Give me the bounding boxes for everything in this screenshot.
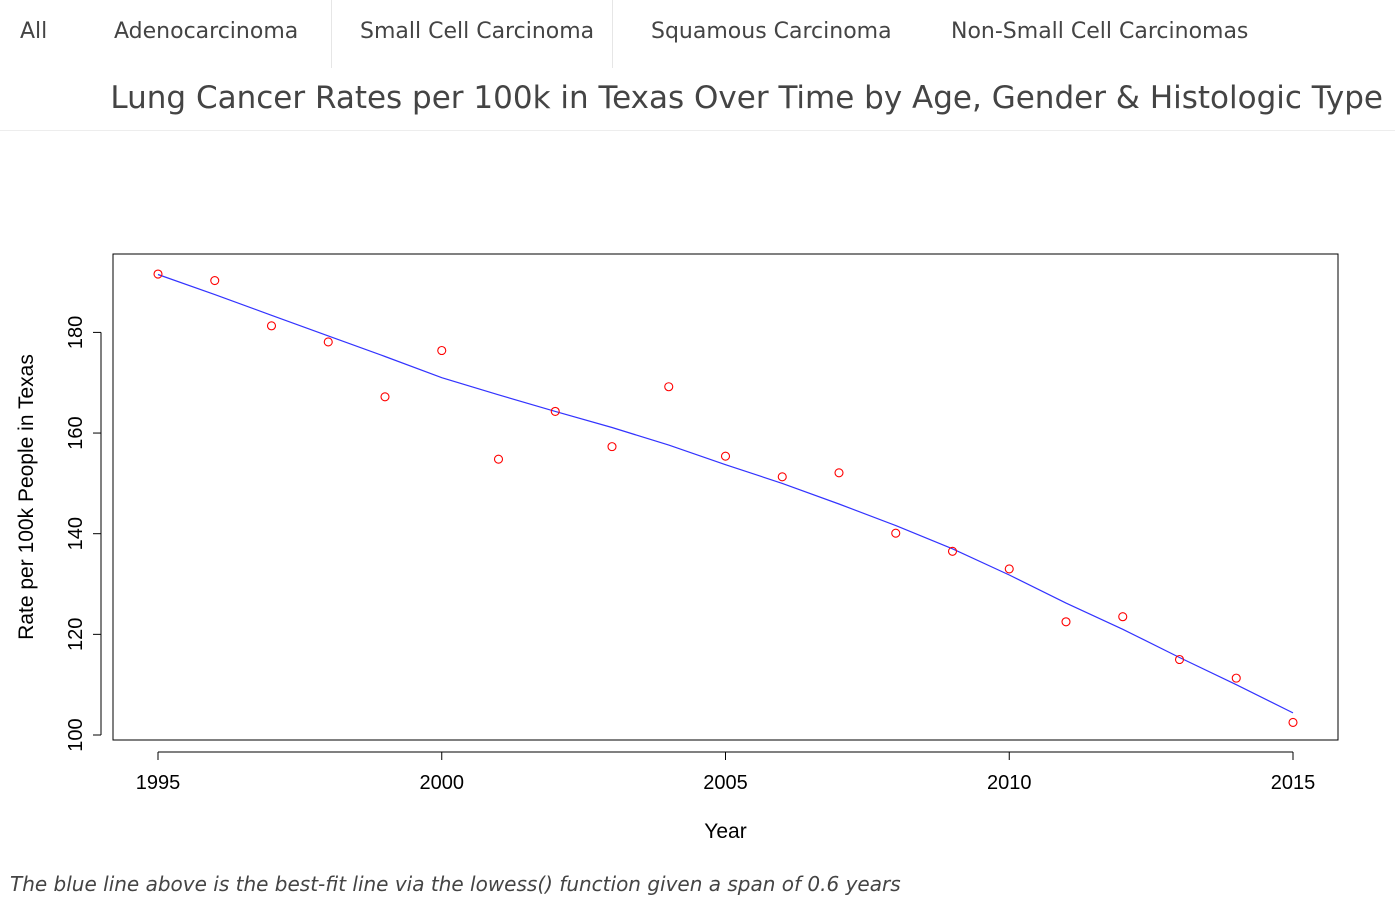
data-point bbox=[266, 321, 277, 331]
tab-divider bbox=[612, 0, 613, 68]
y-axis-label: Rate per 100k People in Texas bbox=[15, 354, 38, 640]
data-point bbox=[891, 528, 901, 538]
tab-squamous-carcinoma[interactable]: Squamous Carcinoma bbox=[651, 19, 892, 44]
data-point bbox=[1004, 564, 1014, 574]
data-point bbox=[834, 468, 844, 478]
tab-bar: All Adenocarcinoma Small Cell Carcinoma … bbox=[0, 0, 1395, 68]
fit-line-layer bbox=[157, 273, 1294, 714]
data-point bbox=[1174, 654, 1185, 665]
data-point bbox=[1118, 612, 1128, 622]
data-point bbox=[437, 345, 447, 356]
x-tick-label: 2015 bbox=[1271, 772, 1316, 794]
x-tick-label: 2005 bbox=[703, 772, 748, 794]
data-point bbox=[777, 472, 787, 482]
data-point bbox=[153, 269, 163, 279]
data-point bbox=[1231, 673, 1241, 683]
fit-line bbox=[157, 273, 1294, 714]
data-point bbox=[1061, 617, 1071, 627]
fit-caption: The blue line above is the best-fit line… bbox=[10, 872, 901, 896]
data-point bbox=[323, 337, 333, 347]
data-point bbox=[493, 454, 504, 464]
tab-non-small-cell-carcinomas[interactable]: Non-Small Cell Carcinomas bbox=[951, 19, 1249, 44]
data-point bbox=[947, 546, 958, 556]
scatter-chart: 1995 2000 2005 2010 2015 Year 100 120 140 160 180 R… bbox=[15, 253, 1339, 843]
y-tick-label: 120 bbox=[65, 618, 87, 651]
points-layer bbox=[153, 269, 1298, 727]
data-point bbox=[664, 382, 674, 392]
x-tick-label: 1995 bbox=[136, 772, 181, 794]
data-point bbox=[210, 276, 220, 286]
x-tick-label: 2000 bbox=[420, 772, 465, 794]
tab-adenocarcinoma[interactable]: Adenocarcinoma bbox=[114, 19, 299, 44]
axes-layer: 1995 2000 2005 2010 2015 Year 100 120 140 160 180 R… bbox=[15, 253, 1339, 843]
y-tick-label: 100 bbox=[65, 718, 87, 751]
data-point bbox=[380, 392, 390, 402]
tab-divider bbox=[331, 0, 332, 68]
data-point bbox=[720, 451, 731, 461]
data-point bbox=[550, 406, 560, 416]
data-point bbox=[1288, 717, 1298, 727]
title-divider bbox=[0, 130, 1395, 131]
plot-frame bbox=[112, 253, 1339, 741]
x-axis-label: Year bbox=[704, 820, 746, 843]
y-tick-label: 160 bbox=[65, 416, 87, 449]
data-point bbox=[607, 442, 617, 452]
x-tick-label: 2010 bbox=[987, 772, 1032, 794]
y-tick-label: 140 bbox=[65, 517, 87, 550]
y-tick-label: 180 bbox=[65, 316, 87, 349]
tab-all[interactable]: All bbox=[20, 19, 48, 44]
page-title: Lung Cancer Rates per 100k in Texas Over… bbox=[110, 80, 1383, 116]
tab-small-cell-carcinoma[interactable]: Small Cell Carcinoma bbox=[360, 19, 595, 44]
